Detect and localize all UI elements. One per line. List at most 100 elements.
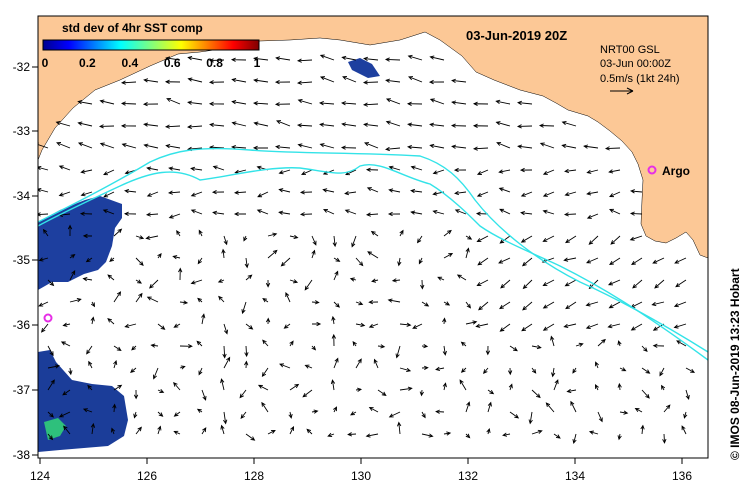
- current-arrow: [145, 235, 159, 240]
- current-arrow: [586, 169, 599, 174]
- current-arrow: [80, 191, 93, 197]
- current-arrow: [157, 389, 165, 393]
- current-arrow: [165, 144, 181, 149]
- current-arrow: [531, 344, 542, 350]
- current-arrow: [85, 257, 93, 263]
- current-arrow: [563, 257, 577, 262]
- current-arrow: [176, 230, 181, 237]
- current-arrow: [597, 411, 603, 423]
- current-arrow: [619, 367, 627, 372]
- argo-marker-west: [43, 313, 53, 323]
- current-arrow: [564, 279, 577, 287]
- current-arrow: [58, 411, 71, 418]
- current-arrow: [385, 98, 401, 105]
- current-arrow: [531, 389, 541, 399]
- current-arrow: [487, 389, 495, 395]
- current-arrow: [408, 76, 423, 83]
- current-arrow: [47, 345, 54, 357]
- current-arrow: [435, 409, 445, 414]
- current-arrow: [507, 367, 513, 376]
- current-arrow: [120, 80, 137, 85]
- current-arrow: [342, 76, 357, 83]
- current-arrow: [651, 301, 665, 307]
- current-arrow: [595, 383, 599, 391]
- current-arrow: [629, 211, 643, 216]
- current-arrow: [450, 123, 467, 128]
- current-arrow: [685, 367, 696, 373]
- current-arrow: [311, 300, 320, 305]
- sst-patch-green: [44, 418, 66, 440]
- current-arrow: [673, 323, 687, 329]
- current-arrow: [499, 208, 511, 215]
- current-arrow: [265, 279, 271, 288]
- current-arrow: [113, 345, 122, 351]
- current-arrow: [340, 145, 357, 150]
- current-arrow: [673, 301, 687, 308]
- colorbar-tick-label: 0.2: [79, 56, 96, 70]
- current-arrow: [133, 411, 138, 419]
- current-arrow: [252, 145, 269, 151]
- lon-tick-label: 130: [351, 469, 371, 483]
- current-arrow: [572, 367, 577, 374]
- current-arrow: [443, 253, 454, 259]
- current-arrow: [451, 100, 467, 105]
- current-arrow: [522, 279, 533, 290]
- current-arrow: [465, 433, 471, 439]
- current-arrow: [483, 367, 489, 374]
- current-arrow: [107, 318, 115, 325]
- current-arrow: [278, 188, 291, 193]
- current-arrow: [62, 322, 71, 327]
- lat-tick-label: -37: [13, 383, 31, 397]
- current-arrow: [472, 146, 489, 151]
- current-arrow: [498, 169, 511, 174]
- current-arrow: [198, 229, 203, 237]
- info-line-1: NRT00 GSL: [600, 44, 660, 56]
- current-arrow: [476, 235, 489, 243]
- current-arrow: [341, 55, 357, 61]
- current-arrow: [113, 384, 123, 391]
- current-arrow: [659, 367, 665, 377]
- current-arrow: [367, 251, 379, 259]
- current-arrow: [157, 252, 162, 259]
- current-arrow: [288, 411, 293, 419]
- current-arrow: [421, 433, 434, 438]
- lon-tick-label: 124: [30, 469, 50, 483]
- current-arrow: [212, 165, 225, 171]
- current-arrow: [476, 191, 489, 197]
- current-arrow: [607, 323, 621, 329]
- current-arrow: [333, 406, 337, 413]
- current-arrow: [261, 367, 269, 378]
- current-arrow: [150, 343, 159, 348]
- current-arrow: [157, 425, 162, 435]
- current-arrow: [421, 411, 426, 419]
- current-arrow: [146, 296, 159, 303]
- current-arrow: [652, 257, 665, 264]
- current-arrow: [135, 235, 145, 240]
- current-arrow: [311, 249, 316, 259]
- current-arrow: [80, 169, 93, 174]
- current-arrow: [88, 360, 93, 369]
- current-arrow: [190, 191, 203, 197]
- current-arrow: [297, 98, 313, 105]
- current-arrow: [502, 432, 511, 437]
- scale-arrow-icon: [610, 87, 634, 95]
- current-arrow: [640, 424, 645, 435]
- current-arrow: [442, 345, 447, 356]
- current-arrow: [197, 257, 203, 265]
- colorbar-tick-label: 0.4: [121, 56, 138, 70]
- current-arrow: [475, 323, 489, 328]
- current-arrow: [528, 411, 533, 425]
- current-arrow: [168, 166, 181, 171]
- current-arrow: [368, 406, 379, 413]
- current-arrow: [539, 142, 555, 149]
- current-arrow: [143, 122, 159, 127]
- current-arrow: [333, 257, 341, 262]
- current-arrow: [319, 54, 335, 61]
- current-arrow: [261, 401, 269, 413]
- current-arrow: [609, 208, 621, 215]
- current-arrow: [352, 340, 357, 347]
- current-arrow: [459, 379, 467, 391]
- current-arrow: [460, 367, 467, 373]
- lon-tick-label: 136: [672, 469, 692, 483]
- current-arrow: [465, 301, 472, 309]
